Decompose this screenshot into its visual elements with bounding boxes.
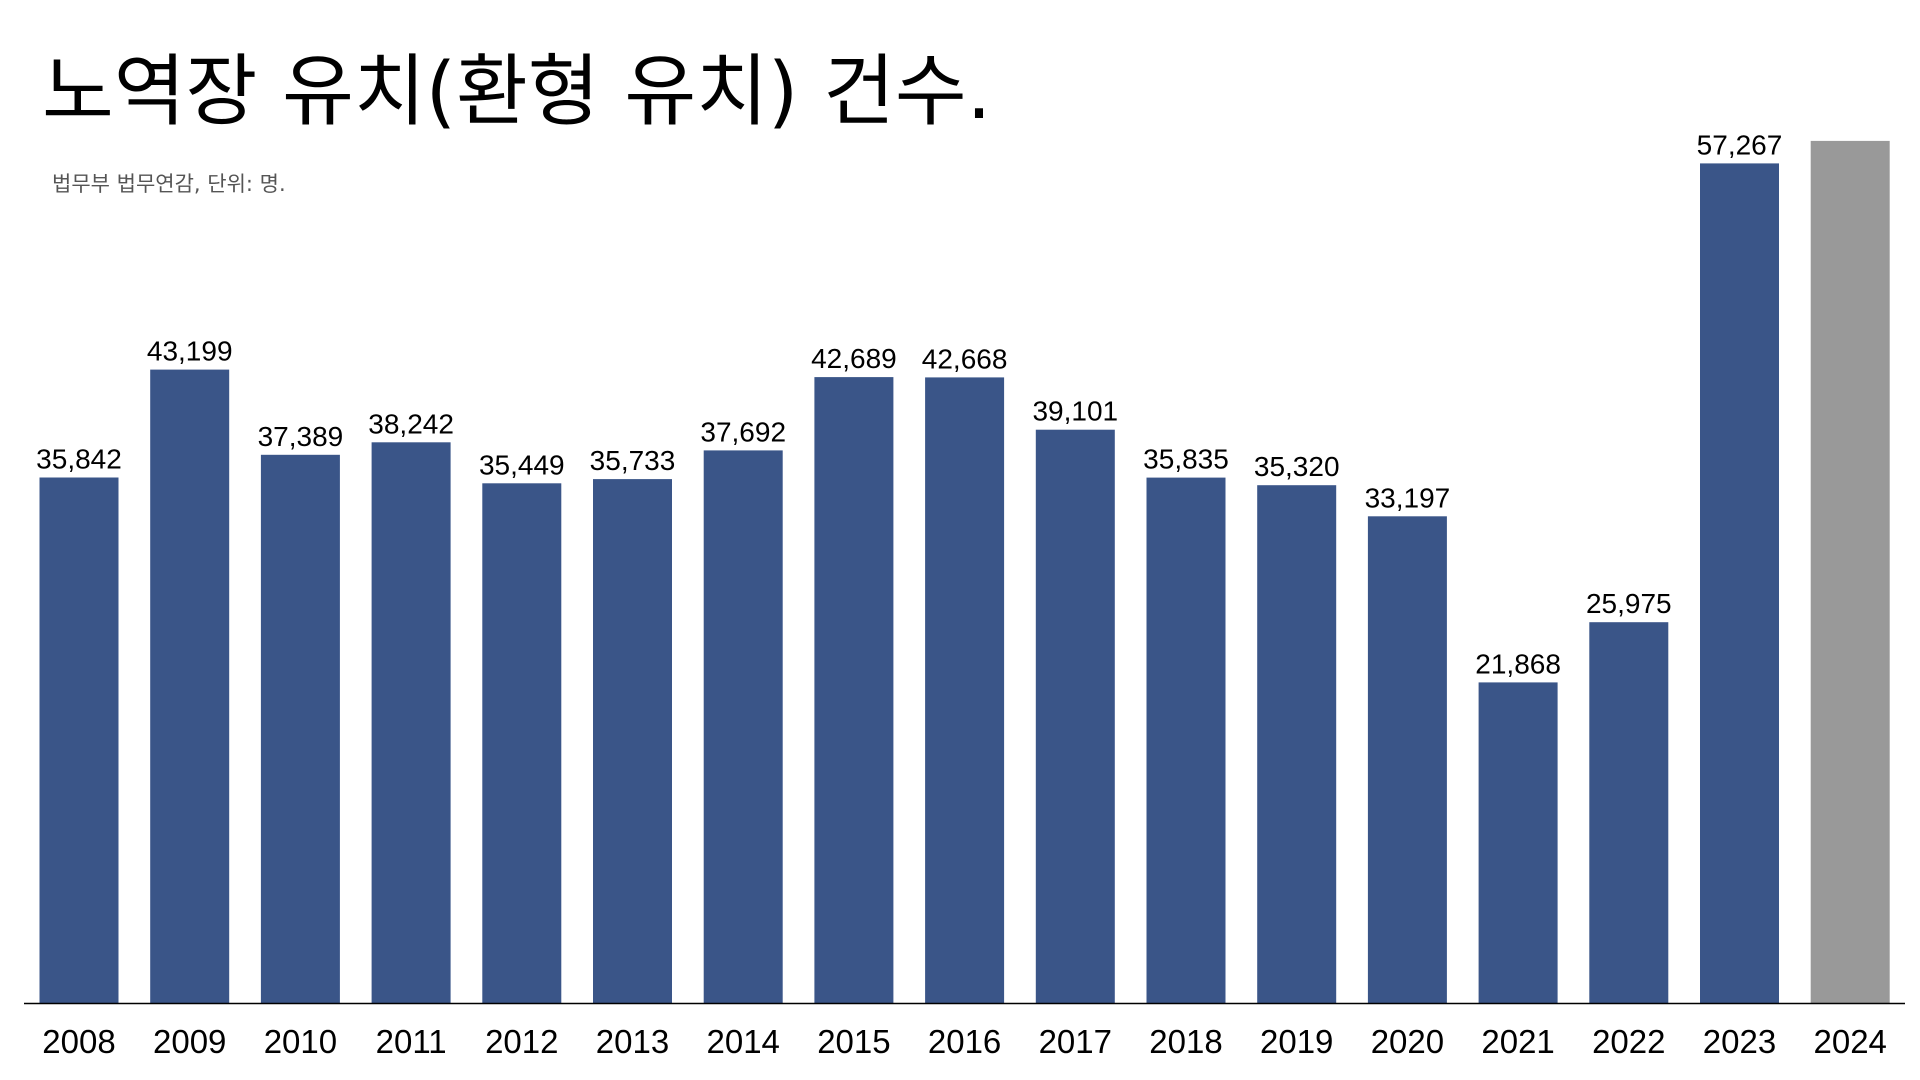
x-tick-label-2012: 2012 [485, 1023, 558, 1060]
x-tick-label-2013: 2013 [596, 1023, 669, 1060]
bar-2009 [150, 369, 230, 1004]
x-tick-label-2022: 2022 [1592, 1023, 1665, 1060]
value-label-2016: 42,668 [922, 343, 1008, 374]
bar-2024 [1810, 140, 1890, 1003]
x-tick-label-2009: 2009 [153, 1023, 226, 1060]
bars-group [39, 140, 1890, 1004]
bar-2017 [1035, 429, 1115, 1003]
bar-2016 [925, 377, 1005, 1003]
bar-2013 [593, 479, 672, 1004]
value-label-2020: 33,197 [1365, 482, 1451, 513]
chart-subtitle: 법무부 법무연감, 단위: 명. [52, 172, 286, 196]
value-label-2012: 35,449 [479, 449, 565, 480]
x-tick-label-2018: 2018 [1149, 1023, 1222, 1060]
value-label-2008: 35,842 [36, 444, 122, 475]
x-tick-label-2014: 2014 [706, 1023, 779, 1060]
chart-title: 노역장 유치(환형 유치) 건수. [42, 47, 992, 137]
value-label-2017: 39,101 [1032, 396, 1118, 427]
bar-2008 [39, 477, 119, 1003]
bar-2018 [1146, 477, 1226, 1004]
bar-2010 [260, 454, 340, 1003]
bar-2019 [1257, 485, 1337, 1003]
bar-2014 [703, 450, 783, 1003]
x-tick-label-2015: 2015 [817, 1023, 890, 1060]
value-label-2019: 35,320 [1254, 451, 1340, 482]
bar-2022 [1589, 622, 1669, 1003]
bar-2012 [482, 483, 562, 1003]
bar-2020 [1367, 516, 1447, 1003]
value-label-2021: 21,868 [1475, 648, 1561, 679]
x-tick-label-2016: 2016 [928, 1023, 1001, 1060]
value-labels-group: 35,842 43,199 37,389 38,242 35,449 35,733 37,6… [36, 129, 1782, 679]
value-label-2015: 42,689 [811, 343, 897, 374]
x-tick-label-2011: 2011 [376, 1023, 447, 1060]
x-tick-label-2024: 2024 [1813, 1023, 1886, 1060]
x-tick-label-2019: 2019 [1260, 1023, 1333, 1060]
value-label-2013: 35,733 [590, 445, 676, 476]
x-tick-label-2020: 2020 [1371, 1023, 1444, 1060]
bar-2023 [1700, 163, 1779, 1003]
value-label-2023: 57,267 [1697, 129, 1783, 160]
value-label-2009: 43,199 [147, 336, 233, 367]
bar-2021 [1478, 682, 1558, 1003]
x-tick-labels-group: 2008 2009 2010 2011 2012 2013 2014 2015 2016 2017… [42, 1023, 1887, 1060]
x-tick-label-2023: 2023 [1703, 1023, 1776, 1060]
bar-2015 [814, 377, 894, 1004]
value-label-2011: 38,242 [368, 408, 454, 439]
value-label-2022: 25,975 [1586, 588, 1672, 619]
x-tick-label-2010: 2010 [264, 1023, 337, 1060]
value-label-2014: 37,692 [700, 416, 786, 447]
x-tick-label-2017: 2017 [1039, 1023, 1112, 1060]
bar-2011 [371, 442, 451, 1003]
x-tick-label-2008: 2008 [42, 1023, 115, 1060]
value-label-2018: 35,835 [1143, 444, 1229, 475]
value-label-2010: 37,389 [258, 421, 344, 452]
x-tick-label-2021: 2021 [1481, 1023, 1554, 1060]
